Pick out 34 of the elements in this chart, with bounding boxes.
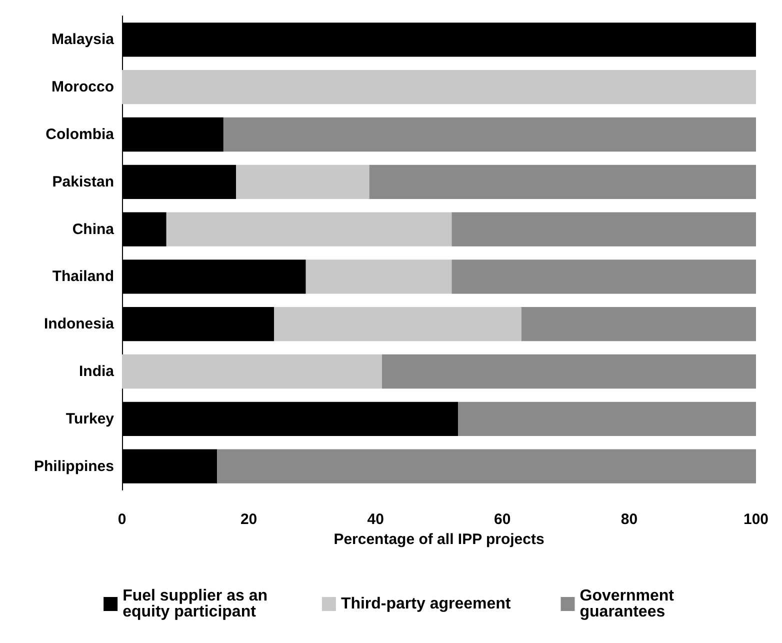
bar — [452, 212, 756, 246]
y-tick-label: Colombia — [46, 126, 115, 143]
y-tick-label: China — [72, 220, 115, 238]
x-tick-label: 100 — [743, 511, 769, 528]
bar — [122, 70, 756, 104]
y-tick-label: Thailand — [52, 268, 114, 286]
y-tick-label: Malaysia — [51, 31, 115, 48]
x-tick-label: 40 — [367, 511, 384, 528]
bar — [369, 164, 756, 199]
bar — [274, 307, 522, 342]
x-axis-title: Percentage of all IPP projects — [334, 530, 544, 548]
y-tick-label: Philippines — [34, 458, 114, 475]
x-tick-label: 0 — [118, 511, 126, 528]
bar — [452, 260, 756, 294]
y-tick-label: Morocco — [51, 78, 114, 96]
bar — [217, 449, 756, 484]
bar — [458, 402, 756, 436]
x-tick-label: 60 — [494, 511, 511, 528]
bar — [382, 354, 756, 389]
x-tick-label: 80 — [620, 511, 638, 528]
y-tick-label: India — [78, 363, 115, 380]
bar — [223, 117, 756, 152]
legend-label: Fuel supplier as an equity participant — [122, 588, 272, 620]
x-tick-label: 20 — [240, 511, 258, 528]
y-tick-label: Turkey — [66, 410, 115, 428]
legend-label: Third-party agreement — [340, 596, 512, 612]
bar — [306, 260, 452, 294]
bar — [166, 212, 452, 246]
legend-label: Government guarantees — [580, 588, 678, 620]
y-tick-label: Pakistan — [52, 173, 114, 190]
y-tick-label: Indonesia — [44, 316, 115, 333]
bar — [122, 354, 382, 389]
bar — [236, 164, 370, 199]
bar — [521, 307, 756, 342]
